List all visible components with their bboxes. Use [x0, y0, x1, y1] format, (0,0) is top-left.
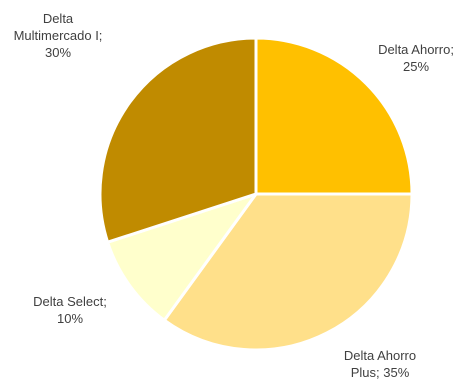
data-label-delta-ahorro: Delta Ahorro; 25% [378, 42, 454, 74]
data-label-delta-select: Delta Select; 10% [33, 294, 107, 326]
data-label-delta-multimercado-i: Delta Multimercado I; 30% [13, 11, 103, 60]
pie-slice-delta-multimercado-i [98, 36, 258, 244]
pie-slice-delta-ahorro [254, 36, 414, 196]
data-label-delta-ahorro-plus: Delta Ahorro Plus; 35% [343, 348, 417, 380]
pie-slice-delta-ahorro-plus [162, 192, 414, 352]
pie-slice-delta-select [106, 192, 258, 322]
